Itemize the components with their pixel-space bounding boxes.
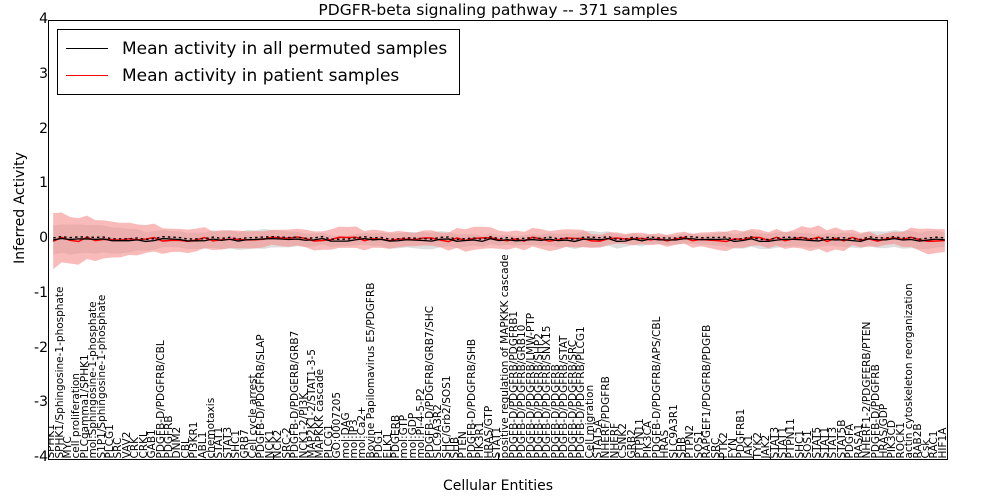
plot-area: SPHK1 SPHK1/Sphingosine-1-phosphate MYC cel… xyxy=(48,20,948,460)
y-tick-label: 4 xyxy=(39,11,48,27)
y-axis-label: Inferred Activity xyxy=(12,152,28,264)
legend-item-permuted: Mean activity in all permuted samples xyxy=(66,35,447,62)
legend-label-permuted: Mean activity in all permuted samples xyxy=(122,38,448,59)
legend-line-permuted xyxy=(66,48,108,49)
x-category-label: SPHK1/Sphingosine-1-phosphate xyxy=(53,286,66,458)
x-category-label: HIF1A xyxy=(936,427,948,458)
legend-item-patient: Mean activity in patient samples xyxy=(66,62,447,89)
y-tick-label: 3 xyxy=(39,65,48,82)
y-tick-label: 1 xyxy=(39,175,48,192)
permuted-mean-line xyxy=(53,235,945,243)
y-tick-label: -4 xyxy=(34,449,48,465)
legend-label-patient: Mean activity in patient samples xyxy=(122,65,400,86)
legend-line-patient xyxy=(66,75,108,76)
series-plot xyxy=(52,212,945,270)
chart-title: PDGFR-beta signaling pathway -- 371 samp… xyxy=(318,1,678,19)
y-tick-label: 0 xyxy=(39,230,48,246)
x-tick-mark xyxy=(498,454,500,460)
y-tick-label: -3 xyxy=(34,394,48,411)
legend: Mean activity in all permuted samples Me… xyxy=(57,29,461,95)
y-tick-label: 2 xyxy=(39,120,48,137)
y-tick-label: -2 xyxy=(34,339,48,356)
y-tick-label: -1 xyxy=(34,284,48,301)
x-axis-label: Cellular Entities xyxy=(442,478,554,494)
x-tick-mark xyxy=(273,454,275,460)
x-tick-mark xyxy=(723,454,725,460)
